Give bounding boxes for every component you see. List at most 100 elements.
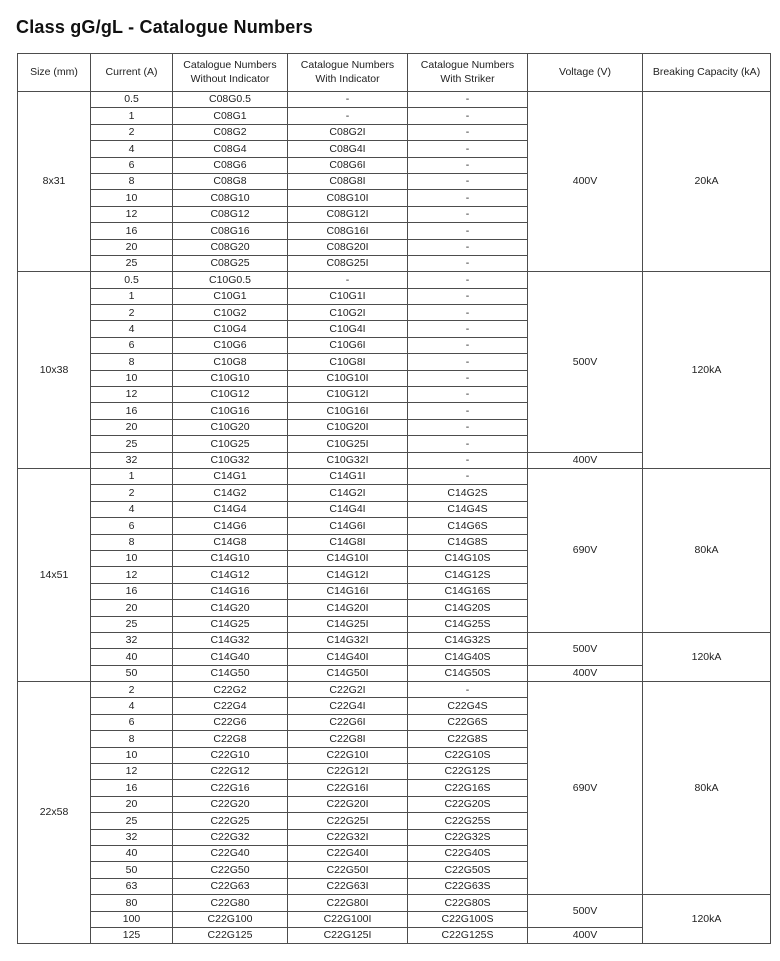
catalogue-with-indicator-cell: C14G40I	[287, 648, 408, 666]
catalogue-with-indicator-cell: C22G100I	[287, 910, 408, 928]
catalogue-with-striker-cell: -	[407, 418, 528, 437]
catalogue-with-striker-cell: -	[407, 156, 528, 174]
catalogue-with-indicator-cell: C22G10I	[287, 746, 408, 765]
current-cell: 2	[90, 484, 173, 502]
catalogue-with-indicator-cell: C22G25I	[287, 812, 408, 830]
catalogue-with-indicator-cell: C14G50I	[287, 664, 408, 683]
catalogue-with-striker-cell: -	[407, 369, 528, 388]
voltage-cell: 690V	[527, 467, 643, 633]
catalogue-with-striker-cell: C14G16S	[407, 582, 528, 601]
catalogue-with-indicator-cell: C08G8I	[287, 172, 408, 191]
current-cell: 25	[90, 812, 173, 830]
current-cell: 4	[90, 320, 173, 338]
catalogue-without-indicator-cell: C14G12	[172, 566, 288, 584]
catalogue-with-indicator-cell: C22G125I	[287, 926, 408, 945]
current-cell: 50	[90, 861, 173, 879]
catalogue-with-indicator-cell: C22G12I	[287, 763, 408, 781]
current-cell: 6	[90, 156, 173, 174]
catalogue-with-striker-cell: C22G10S	[407, 746, 528, 765]
table-row: 6 C22G6 C22G6I C22G6S	[18, 713, 771, 732]
catalogue-without-indicator-cell: C22G6	[172, 713, 288, 732]
catalogue-without-indicator-cell: C10G8	[172, 353, 288, 371]
catalogue-with-striker-cell: C14G4S	[407, 500, 528, 519]
catalogue-with-indicator-cell: C22G2I	[287, 681, 408, 699]
catalogue-without-indicator-cell: C10G12	[172, 386, 288, 404]
catalogue-without-indicator-cell: C22G63	[172, 877, 288, 896]
catalogue-with-striker-cell: -	[407, 123, 528, 142]
current-cell: 12	[90, 763, 173, 781]
catalogue-without-indicator-cell: C08G1	[172, 107, 288, 125]
catalogue-without-indicator-cell: C22G4	[172, 697, 288, 715]
catalogue-with-striker-cell: -	[407, 386, 528, 404]
table-row: 16 C08G16 C08G16I -	[18, 222, 771, 240]
current-cell: 32	[90, 451, 173, 469]
table-row: 10 C14G10 C14G10I C14G10S	[18, 549, 771, 568]
table-row: 50 C14G50 C14G50I C14G50S 400V	[18, 664, 771, 683]
catalogue-table: Size (mm) Current (A) Catalogue Numbers …	[17, 53, 771, 945]
table-row: 40 C14G40 C14G40I C14G40S	[18, 648, 771, 666]
catalogue-without-indicator-cell: C22G40	[172, 844, 288, 863]
catalogue-with-striker-cell: -	[407, 402, 528, 420]
table-row: 6 C08G6 C08G6I -	[18, 156, 771, 174]
catalogue-with-indicator-cell: C08G20I	[287, 238, 408, 256]
table-row: 22x58 2 C22G2 C22G2I -690V 80kA	[17, 681, 771, 945]
table-row: 4 C10G4 C10G4I -	[18, 320, 771, 338]
catalogue-with-striker-cell: -	[407, 140, 528, 158]
current-cell: 16	[90, 222, 173, 240]
catalogue-with-striker-cell: C22G40S	[407, 844, 528, 863]
catalogue-with-striker-cell: -	[407, 238, 528, 256]
catalogue-with-striker-cell: -	[407, 205, 528, 224]
catalogue-without-indicator-cell: C08G16	[172, 222, 288, 240]
catalogue-with-striker-cell: C14G2S	[407, 484, 528, 502]
catalogue-with-striker-cell: C22G32S	[407, 828, 528, 846]
current-cell: 10	[90, 549, 173, 568]
catalogue-with-striker-cell: C22G12S	[407, 763, 528, 781]
catalogue-with-indicator-cell: C22G20I	[287, 795, 408, 814]
catalogue-with-indicator-cell: C22G63I	[287, 877, 408, 896]
catalogue-with-indicator-cell: C14G20I	[287, 599, 408, 617]
catalogue-with-indicator-cell: C08G25I	[287, 254, 408, 273]
catalogue-with-striker-cell: C22G50S	[407, 861, 528, 879]
current-cell: 1	[90, 287, 173, 306]
current-cell: 125	[90, 926, 173, 945]
catalogue-with-striker-cell: -	[407, 172, 528, 191]
catalogue-with-striker-cell: C14G8S	[407, 533, 528, 551]
breaking-capacity-cell: 20kA	[642, 90, 771, 273]
voltage-cell: 400V	[527, 664, 643, 683]
catalogue-with-indicator-cell: C08G10I	[287, 189, 408, 207]
voltage-cell: 690V	[527, 681, 643, 896]
table-row: 12 C22G12 C22G12I C22G12S	[18, 763, 771, 781]
table-row: 10 C22G10 C22G10I C22G10S	[18, 746, 771, 765]
catalogue-without-indicator-cell: C14G20	[172, 599, 288, 617]
catalogue-with-striker-cell: C14G40S	[407, 648, 528, 666]
catalogue-without-indicator-cell: C22G32	[172, 828, 288, 846]
catalogue-without-indicator-cell: C08G10	[172, 189, 288, 207]
voltage-cell: 400V	[527, 926, 643, 945]
catalogue-without-indicator-cell: C22G12	[172, 763, 288, 781]
header-current: Current (A)	[90, 53, 173, 92]
breaking-capacity-cell: 120kA	[642, 631, 771, 683]
size-cell: 22x58	[17, 681, 91, 945]
current-cell: 16	[90, 402, 173, 420]
current-cell: 10	[90, 189, 173, 207]
current-cell: 0.5	[90, 271, 173, 289]
catalogue-without-indicator-cell: C08G6	[172, 156, 288, 174]
catalogue-without-indicator-cell: C22G25	[172, 812, 288, 830]
catalogue-without-indicator-cell: C08G4	[172, 140, 288, 158]
catalogue-with-indicator-cell: C08G2I	[287, 123, 408, 142]
catalogue-with-indicator-cell: C10G1I	[287, 287, 408, 306]
current-cell: 2	[90, 123, 173, 142]
catalogue-with-indicator-cell: C14G6I	[287, 517, 408, 535]
breaking-capacity-cell: 120kA	[642, 894, 771, 945]
breaking-capacity-cell: 120kA	[642, 271, 771, 469]
catalogue-without-indicator-cell: C14G4	[172, 500, 288, 519]
current-cell: 8	[90, 353, 173, 371]
catalogue-with-indicator-cell: C10G4I	[287, 320, 408, 338]
current-cell: 20	[90, 418, 173, 437]
catalogue-with-indicator-cell: C10G12I	[287, 386, 408, 404]
current-cell: 32	[90, 828, 173, 846]
catalogue-with-indicator-cell: C22G32I	[287, 828, 408, 846]
table-row: 63 C22G63 C22G63I C22G63S	[18, 877, 771, 896]
current-cell: 32	[90, 631, 173, 650]
catalogue-with-striker-cell: C14G6S	[407, 517, 528, 535]
